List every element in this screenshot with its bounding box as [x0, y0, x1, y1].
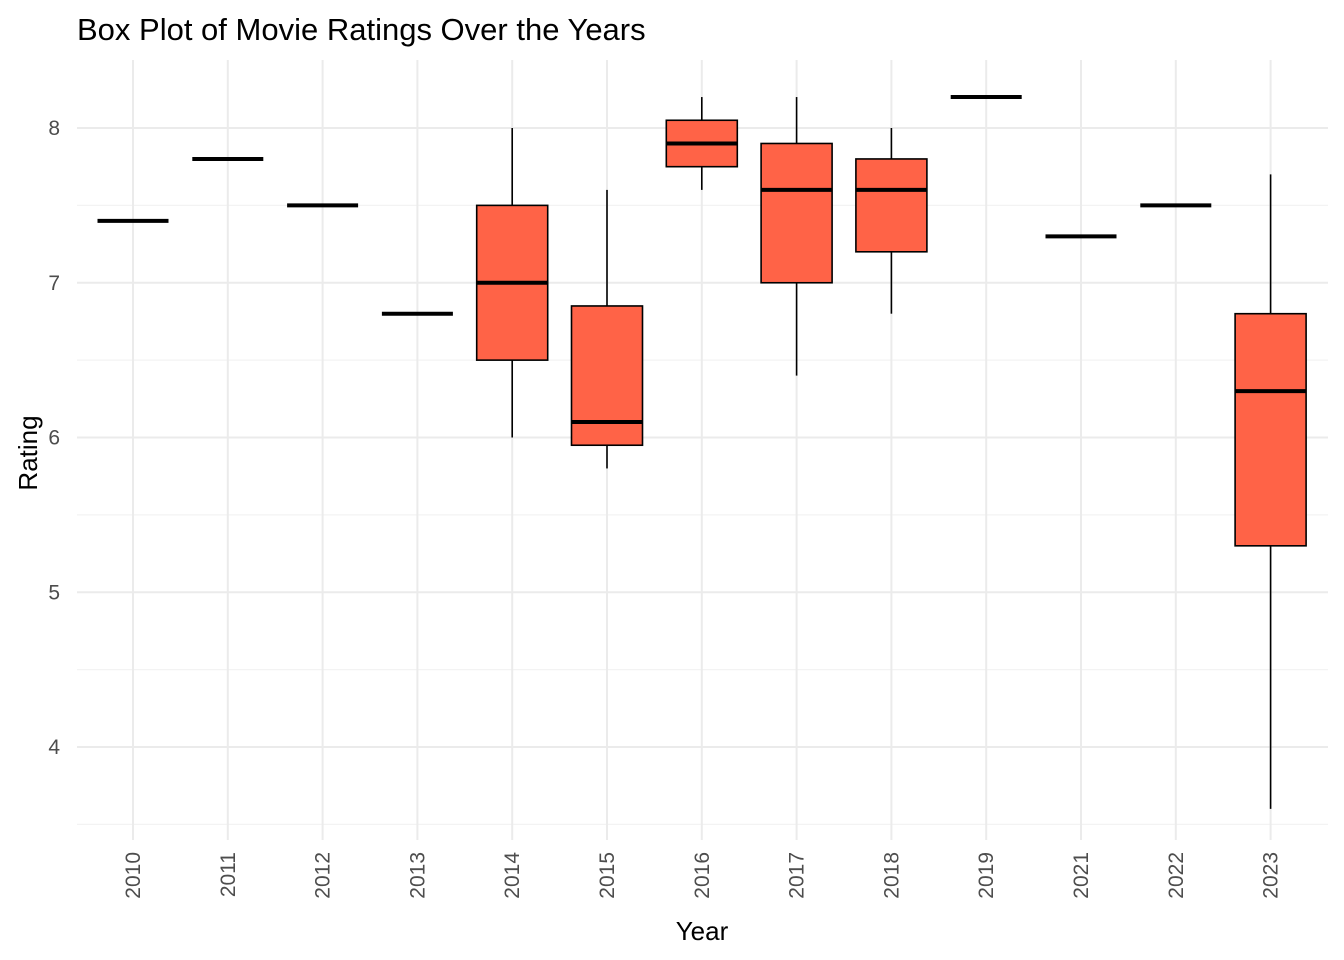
- axis-ticks: 4 5 6 7 8 2010 2011 2012 2013 2014 2015 2016 2017 201…: [48, 117, 1282, 899]
- x-tick-label: 2017: [786, 852, 809, 899]
- box-2016: [665, 97, 739, 190]
- box-body: [570, 305, 644, 447]
- box-body: [760, 142, 833, 284]
- x-tick-label: 2023: [1260, 852, 1283, 899]
- box-2017: [760, 97, 833, 376]
- box-2023: [1234, 174, 1307, 809]
- x-tick-label: 2022: [1165, 852, 1188, 899]
- box-2018: [855, 128, 928, 314]
- x-tick-label: 2016: [691, 852, 714, 899]
- y-tick-label: 8: [48, 117, 60, 140]
- x-tick-label: 2018: [880, 852, 903, 899]
- y-tick-label: 7: [48, 272, 60, 295]
- x-tick-label: 2010: [122, 852, 145, 899]
- x-tick-label: 2012: [312, 852, 335, 899]
- x-tick-label: 2011: [217, 852, 240, 897]
- box-series: [97, 95, 1307, 809]
- box-2014: [475, 128, 549, 438]
- box-body: [855, 158, 928, 253]
- box-2015: [570, 189, 644, 469]
- y-tick-label: 4: [48, 736, 60, 759]
- y-tick-label: 5: [48, 581, 60, 604]
- y-axis-title: Rating: [13, 415, 43, 490]
- x-tick-label: 2015: [596, 852, 619, 899]
- chart-title: Box Plot of Movie Ratings Over the Years: [77, 12, 646, 47]
- x-tick-label: 2019: [975, 852, 998, 899]
- x-tick-label: 2014: [501, 852, 524, 899]
- box-body: [1234, 312, 1307, 547]
- x-tick-label: 2013: [406, 852, 429, 899]
- x-axis-title: Year: [676, 916, 729, 946]
- y-tick-label: 6: [48, 427, 60, 450]
- x-tick-label: 2021: [1070, 852, 1093, 899]
